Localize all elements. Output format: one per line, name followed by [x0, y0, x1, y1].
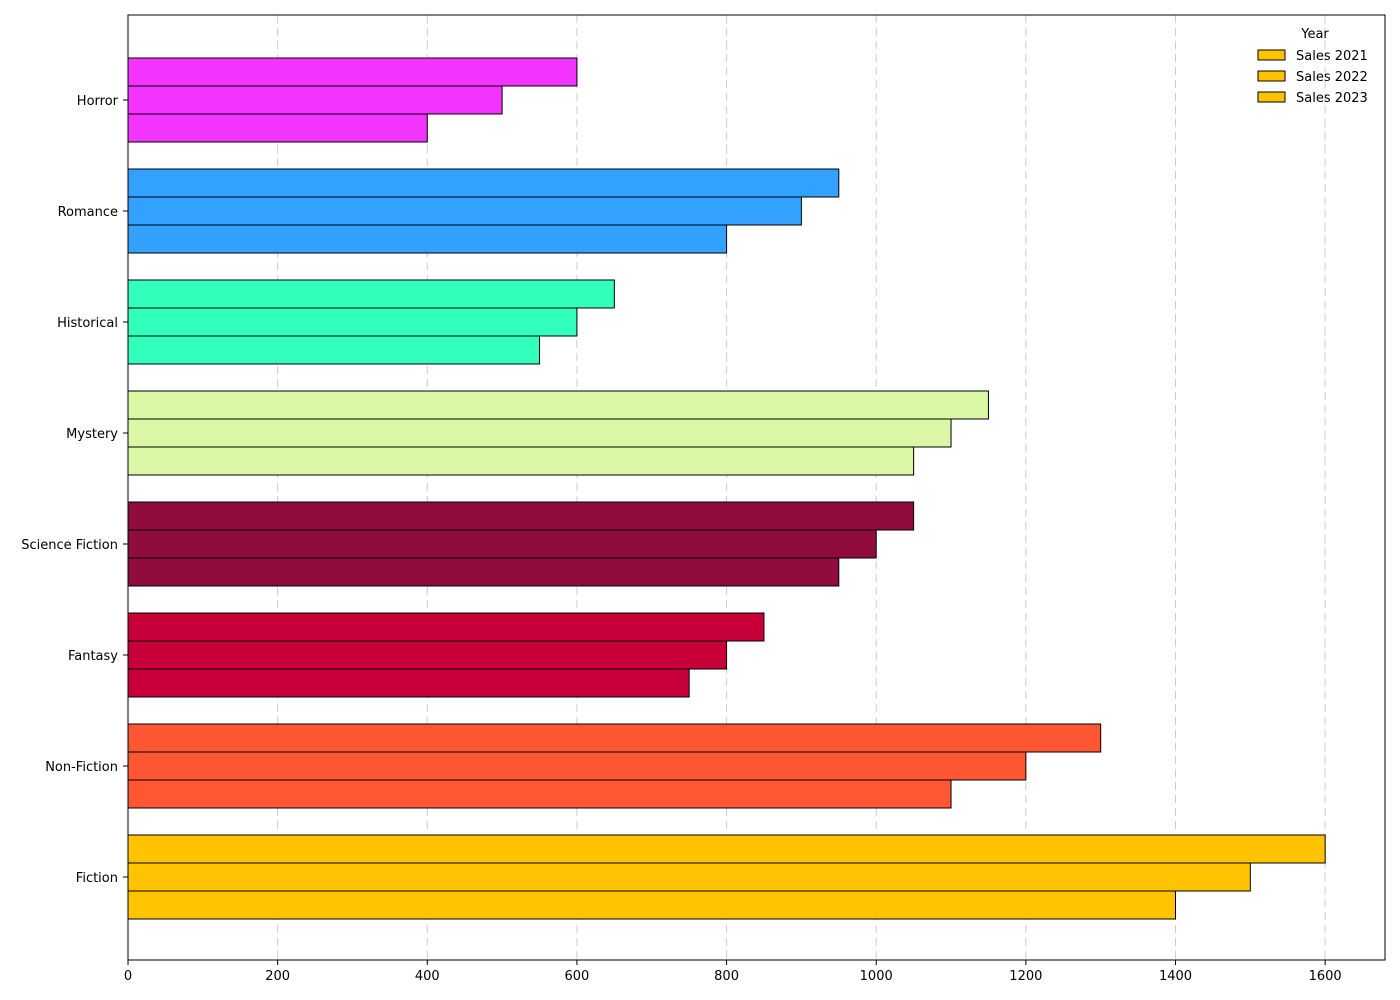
bar-mystery-sales-2022 [127, 418, 952, 448]
y-tick-label: Fantasy [68, 649, 118, 664]
axes: Fiction Non-Fiction Fantasy Science Fiction… [21, 14, 1386, 984]
x-tick-label: 1600 [1309, 969, 1342, 984]
legend-title: Year [1300, 27, 1329, 42]
bar-historical-sales-2021 [127, 335, 541, 365]
x-tick-label: 1200 [1009, 969, 1042, 984]
bar-fiction-sales-2021 [127, 890, 1176, 920]
x-tick-label: 600 [565, 969, 590, 984]
legend-entry-label: Sales 2023 [1296, 91, 1368, 106]
y-tick-label: Fiction [76, 871, 118, 886]
legend-swatch [1257, 91, 1286, 103]
bar-horror-sales-2021 [127, 113, 428, 143]
x-tick-label: 800 [714, 969, 739, 984]
bar-historical-sales-2023 [127, 279, 615, 309]
bar-romance-sales-2023 [127, 168, 840, 198]
legend: Year Sales 2021 Sales 2022 Sales 2023 [1257, 27, 1368, 106]
grid-lines [277, 15, 1326, 960]
bar-historical-sales-2022 [127, 307, 578, 337]
bar-science-fiction-sales-2023 [127, 501, 915, 531]
x-tick-label: 1000 [860, 969, 893, 984]
x-tick-label: 200 [265, 969, 290, 984]
bar-non-fiction-sales-2023 [127, 723, 1102, 753]
bar-fantasy-sales-2023 [127, 612, 765, 642]
x-tick-label: 400 [415, 969, 440, 984]
y-tick-label: Horror [77, 94, 119, 109]
legend-entry-label: Sales 2021 [1296, 49, 1368, 64]
bar-mystery-sales-2021 [127, 446, 915, 476]
y-tick-label: Romance [58, 205, 118, 220]
x-tick-label: 1400 [1159, 969, 1192, 984]
bar-non-fiction-sales-2022 [127, 751, 1027, 781]
y-tick-label: Science Fiction [21, 538, 118, 553]
bars [127, 57, 1326, 920]
legend-swatch [1257, 70, 1286, 82]
bar-horror-sales-2023 [127, 57, 578, 87]
y-tick-label: Historical [57, 316, 118, 331]
bar-fiction-sales-2022 [127, 862, 1251, 892]
legend-swatch [1257, 49, 1286, 61]
bar-science-fiction-sales-2021 [127, 557, 840, 587]
bar-romance-sales-2022 [127, 196, 802, 226]
bar-fantasy-sales-2022 [127, 640, 728, 670]
bar-non-fiction-sales-2021 [127, 779, 952, 809]
bar-mystery-sales-2023 [127, 390, 989, 420]
y-tick-label: Mystery [66, 427, 118, 442]
legend-entry-label: Sales 2022 [1296, 70, 1368, 85]
x-tick-label: 0 [124, 969, 132, 984]
bar-fantasy-sales-2021 [127, 668, 690, 698]
plot-frame [127, 14, 1386, 961]
bar-horror-sales-2022 [127, 85, 503, 115]
bar-romance-sales-2021 [127, 224, 728, 254]
bar-science-fiction-sales-2022 [127, 529, 877, 559]
y-tick-label: Non-Fiction [45, 760, 118, 775]
bar-fiction-sales-2023 [127, 834, 1326, 864]
